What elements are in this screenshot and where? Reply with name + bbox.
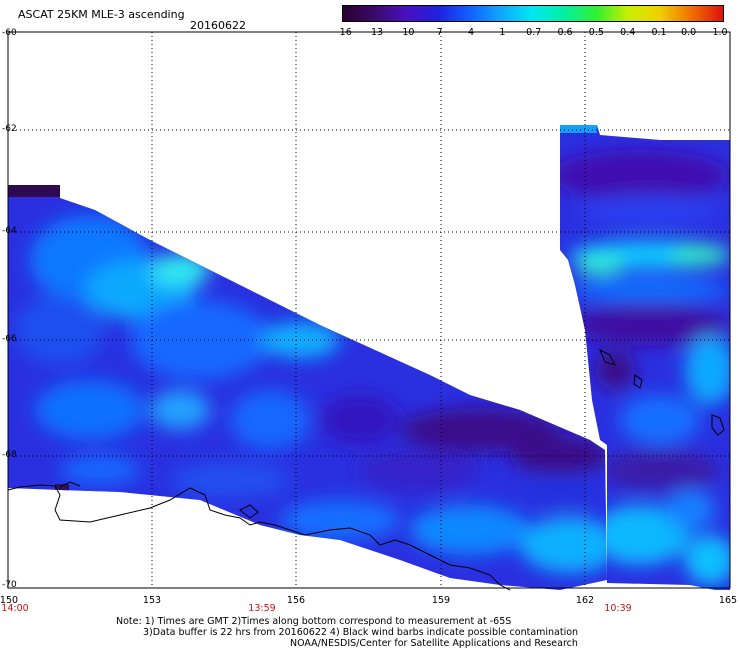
lat-label: -60 [2, 28, 17, 38]
colorbar-tick-label: -0.1 [648, 27, 667, 38]
colorbar-tick-label: -7 [433, 27, 443, 38]
lon-label: 156 [286, 595, 306, 606]
colorbar-tick-label: 1.0 [712, 27, 728, 38]
lon-label: 153 [142, 595, 162, 606]
scatterometer-swath-west [8, 185, 607, 590]
colorbar-tick-label: -0.5 [585, 27, 604, 38]
colorbar-tick-label: -13 [367, 27, 384, 38]
note-line-1: Note: 1) Times are GMT 2)Times along bot… [116, 616, 512, 627]
colorbar-tick-label: -0.4 [616, 27, 636, 38]
product-date: 20160622 [190, 19, 246, 32]
colorbar-tick-label: 0.0 [681, 27, 697, 38]
pass-time: 10:39 [604, 603, 632, 614]
lon-label: 159 [431, 595, 451, 606]
colorbar-tick-label: -10 [398, 27, 415, 38]
pass-time: 14:00 [1, 603, 29, 614]
coastline [7, 348, 725, 591]
lat-label: -62 [2, 124, 17, 134]
colorbar-tick-label: -0.6 [554, 27, 573, 38]
lon-label: 165 [718, 595, 738, 606]
lon-label: 150 [0, 595, 19, 606]
map-frame [7, 31, 731, 589]
note-line-2: 3)Data buffer is 22 hrs from 20160622 4)… [143, 627, 579, 638]
note-line-3: NOAA/NESDIS/Center for Satellite Applica… [290, 638, 578, 649]
colorbar-tick-label: -0.7 [522, 27, 542, 38]
colorbar-tick-label: -16 [336, 27, 352, 38]
graticule [8, 32, 730, 588]
product-title: ASCAT 25KM MLE-3 ascending [18, 8, 185, 21]
lat-label: -68 [2, 450, 17, 460]
colorbar-tick-label: -1 [495, 27, 506, 38]
scatterometer-swath-east [560, 125, 730, 590]
lat-label: -70 [2, 580, 17, 590]
colorbar [342, 5, 724, 22]
lon-label: 162 [575, 595, 595, 606]
pass-time: 13:59 [248, 603, 276, 614]
colorbar-tick-label: -4 [464, 27, 475, 38]
lat-label: -64 [2, 226, 17, 236]
lat-label: -66 [2, 334, 17, 344]
